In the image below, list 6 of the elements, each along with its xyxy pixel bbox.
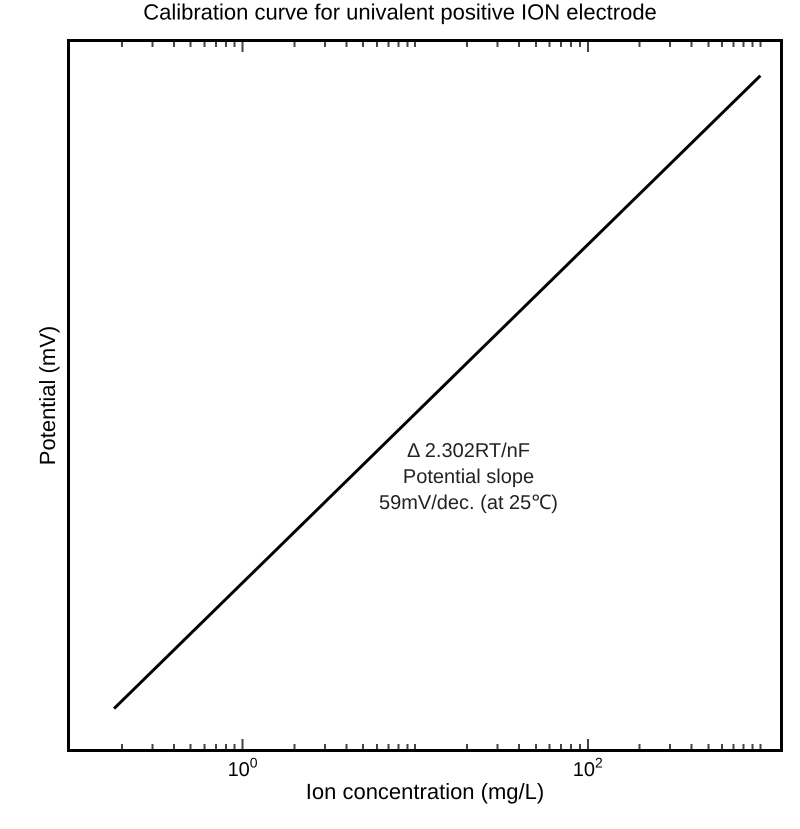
chart-title: Calibration curve for univalent positive ION electrode xyxy=(143,0,657,25)
y-axis-title: Potential (mV) xyxy=(34,326,60,466)
annotation: Δ 2.302RT/nF Potential slope 59mV/dec. (at 25℃) xyxy=(379,440,558,514)
x-tick-label: 10$^{0}$ xyxy=(228,754,258,781)
x-tick-label: 10$^{2}$ xyxy=(572,754,603,781)
x-axis-title: Ion concentration (mg/L) xyxy=(306,778,544,804)
